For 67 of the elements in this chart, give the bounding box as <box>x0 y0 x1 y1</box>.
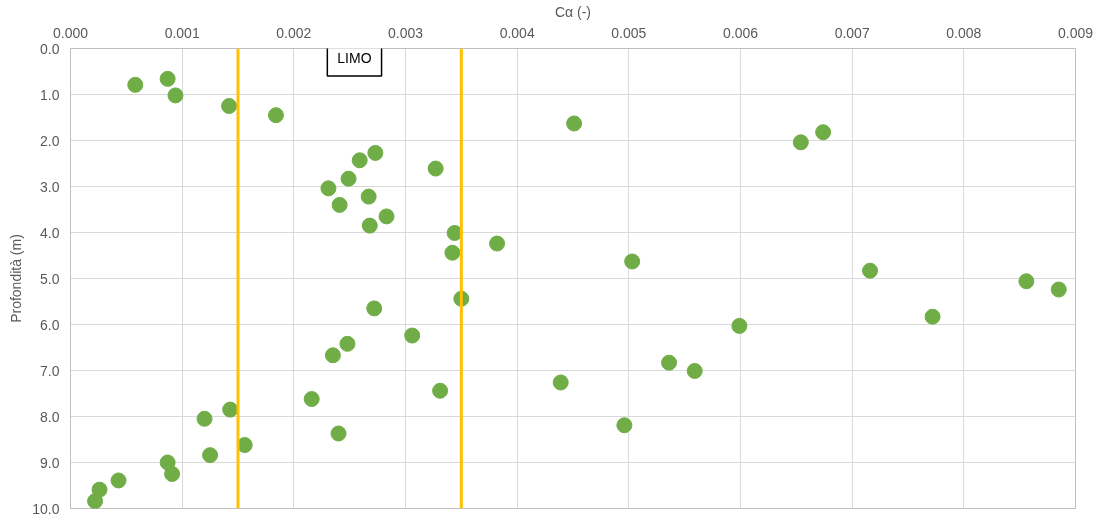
point <box>1018 273 1035 290</box>
x-tick-label: 0.008 <box>946 24 982 41</box>
point <box>404 327 421 344</box>
point <box>366 300 383 317</box>
y-tick-label: 1.0 <box>40 86 60 103</box>
x-tick-label: 0.003 <box>387 24 424 41</box>
point <box>340 170 357 187</box>
point <box>164 466 181 482</box>
point <box>351 152 368 169</box>
x-tick-label: 0.005 <box>611 24 647 41</box>
point <box>361 217 378 234</box>
point <box>330 425 347 442</box>
y-tick-label: 2.0 <box>40 132 60 149</box>
x-axis-title: Cα (-) <box>554 3 592 20</box>
y-tick-label: 9.0 <box>40 454 60 471</box>
point <box>862 262 879 279</box>
x-tick-label: 0.000 <box>52 24 89 41</box>
point <box>167 87 184 104</box>
y-tick-label: 3.0 <box>40 178 60 195</box>
point <box>924 308 941 325</box>
point <box>320 180 337 197</box>
point <box>267 107 284 124</box>
point <box>222 401 239 418</box>
point <box>815 124 832 141</box>
y-axis-title: Profondità (m) <box>8 234 25 323</box>
point <box>624 253 641 270</box>
point <box>552 374 569 391</box>
point <box>686 362 703 379</box>
y-tick-label: 4.0 <box>40 224 60 241</box>
point <box>792 134 809 151</box>
point <box>378 208 395 225</box>
point <box>367 144 384 161</box>
y-tick-label: 7.0 <box>40 362 60 379</box>
point <box>731 317 748 334</box>
x-tick-label: 0.002 <box>276 24 312 41</box>
point <box>339 335 356 352</box>
point <box>324 347 341 364</box>
point <box>489 235 506 252</box>
point <box>110 472 127 489</box>
point <box>566 115 583 132</box>
point <box>1050 281 1067 298</box>
x-tick-label: 0.004 <box>499 24 535 41</box>
x-tick-label: 0.001 <box>164 24 200 41</box>
point <box>446 224 463 241</box>
x-tick-label: 0.007 <box>834 24 870 41</box>
point <box>427 160 444 177</box>
point <box>444 244 461 261</box>
y-tick-label: 5.0 <box>40 270 60 287</box>
point <box>221 98 238 114</box>
point <box>202 447 219 464</box>
point <box>616 417 633 434</box>
point <box>196 410 213 427</box>
y-tick-label: 0.0 <box>40 40 60 57</box>
x-tick-label: 0.009 <box>1057 24 1094 41</box>
point <box>331 196 348 213</box>
point <box>303 391 320 408</box>
point <box>661 354 678 371</box>
point <box>87 493 104 509</box>
point <box>127 76 144 93</box>
y-tick-label: 8.0 <box>40 408 60 425</box>
point <box>432 382 449 399</box>
point <box>360 188 377 205</box>
y-tick-label: 10.0 <box>32 500 60 517</box>
x-tick-label: 0.006 <box>722 24 759 41</box>
annotation: LIMO <box>337 50 372 67</box>
y-tick-label: 6.0 <box>40 316 60 333</box>
point <box>159 70 176 87</box>
